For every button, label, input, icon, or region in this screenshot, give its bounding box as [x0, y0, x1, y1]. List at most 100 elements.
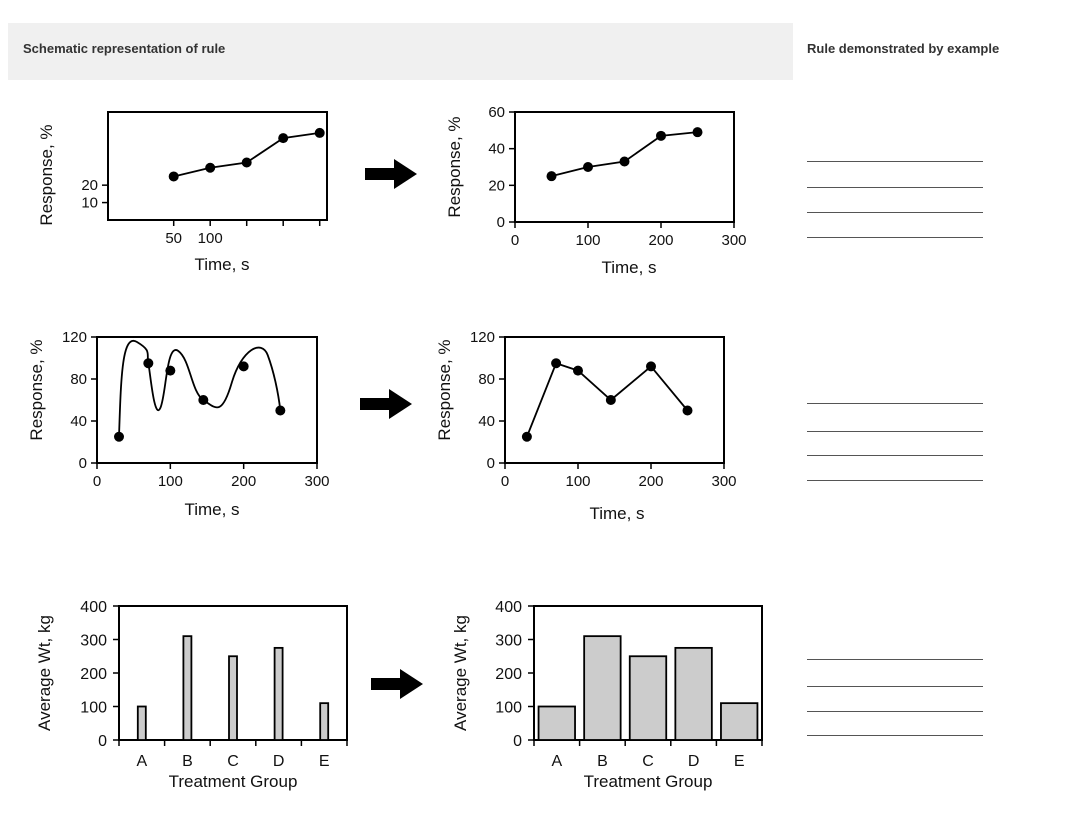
answer-line-1-1[interactable] — [807, 161, 983, 162]
row3-after-y-tick-label: 100 — [495, 700, 522, 717]
row3-after-bar — [583, 635, 622, 741]
row3-after-bar — [628, 655, 668, 741]
row2-before-x-axis-label: Time, s — [184, 500, 239, 519]
row3-before-y-tick-label: 400 — [80, 599, 107, 616]
row3-before-bar — [228, 655, 238, 741]
right-arrow-icon — [371, 669, 423, 699]
row2-before-data-point — [198, 395, 209, 405]
row2-after-data-point — [521, 431, 532, 442]
row3-before-y-tick-label: 0 — [98, 733, 107, 750]
answer-line-2-4[interactable] — [807, 480, 983, 481]
row3-after-y-tick-label: 300 — [495, 633, 522, 650]
row2-after-x-tick-label: 200 — [638, 473, 663, 490]
answer-line-1-3[interactable] — [807, 212, 983, 213]
row3-before-category-label: C — [227, 753, 239, 770]
row2-before-y-axis-label: Response, % — [27, 339, 46, 440]
row3-before-y-tick-label: 200 — [80, 666, 107, 683]
row1-after-x-tick-label: 200 — [648, 232, 673, 249]
row3-after-bar — [674, 646, 713, 741]
row1-before-y-axis-label: Response, % — [37, 124, 56, 225]
row1-before-data-point — [314, 127, 325, 138]
row1-after-y-tick-label: 60 — [488, 104, 505, 121]
row1-before-data-point — [241, 157, 252, 168]
row2-before-data-point — [275, 405, 286, 416]
row2-after-data-point — [551, 358, 562, 369]
row1-after-y-tick-label: 40 — [488, 141, 505, 158]
row2-before-y-tick-label: 80 — [70, 371, 87, 388]
row1-before-series-line — [173, 132, 320, 178]
row1-before-y-tick-label: 10 — [81, 195, 98, 212]
row1-after-x-tick-label: 0 — [511, 232, 519, 249]
row2-before-data-point — [143, 358, 154, 369]
row1-after-x-tick-label: 100 — [575, 232, 600, 249]
row3-before-bar — [136, 705, 147, 741]
row1-after-x-tick-label: 300 — [721, 232, 746, 249]
row3-after-y-tick-label: 400 — [495, 599, 522, 616]
answer-line-2-2[interactable] — [807, 431, 983, 432]
answer-line-3-4[interactable] — [807, 735, 983, 736]
row1-after-series-line — [551, 131, 698, 178]
row2-before-x-tick-label: 300 — [304, 473, 329, 490]
row2-after-x-tick-label: 300 — [711, 473, 736, 490]
answer-line-3-2[interactable] — [807, 686, 983, 687]
row2-before-y-tick-label: 40 — [70, 413, 87, 430]
row1-before-x-axis-label: Time, s — [194, 255, 249, 274]
row2-after-y-tick-label: 80 — [478, 371, 495, 388]
row1-before-data-point — [278, 133, 289, 144]
row1-before-y-tick-label: 20 — [81, 177, 98, 194]
schematic-header: Schematic representation of rule — [8, 23, 793, 80]
example-header-title: Rule demonstrated by example — [807, 41, 1000, 56]
answer-line-1-4[interactable] — [807, 237, 983, 238]
row2-before-y-tick-label: 0 — [79, 455, 87, 472]
row1-after-data-point — [656, 130, 666, 141]
row3-after-bar — [537, 705, 576, 741]
row3-after-category-label: D — [688, 753, 700, 770]
row3-before-bar — [182, 635, 193, 741]
answer-line-2-1[interactable] — [807, 403, 983, 404]
row2-before-data-point — [238, 361, 249, 372]
row2-after-series-line — [526, 362, 689, 438]
row2-after-y-tick-label: 0 — [487, 455, 495, 472]
answer-line-3-1[interactable] — [807, 659, 983, 660]
row2-after-x-tick-label: 0 — [501, 473, 509, 490]
row3-before-x-axis-label: Treatment Group — [169, 772, 298, 791]
row2-before-x-tick-label: 200 — [231, 473, 256, 490]
row2-after-y-axis-label: Response, % — [435, 339, 454, 440]
row2-after-data-point — [682, 405, 693, 416]
row1-before-plot-frame — [107, 111, 328, 221]
row2-before-data-point — [114, 431, 124, 442]
row2-before-data-point — [165, 365, 176, 376]
row1-after-data-point — [619, 156, 630, 167]
row3-before-y-axis-label: Average Wt, kg — [35, 615, 54, 731]
row1-before-x-tick-label: 50 — [165, 230, 182, 247]
row2-before-series-curve — [118, 339, 282, 437]
row3-after-y-tick-label: 0 — [513, 733, 522, 750]
row1-before-data-point — [168, 171, 179, 182]
row1-before-x-tick-label: 100 — [198, 230, 223, 247]
row3-before-bar — [273, 646, 284, 741]
row2-before-y-tick-label: 120 — [62, 329, 87, 346]
row2-before-plot-frame — [96, 336, 318, 464]
row3-after-category-label: B — [597, 753, 608, 770]
row3-after-y-tick-label: 200 — [495, 666, 522, 683]
row3-after-bar — [720, 702, 759, 741]
row2-before-x-tick-label: 0 — [93, 473, 101, 490]
row1-after-x-axis-label: Time, s — [601, 258, 656, 277]
row1-after-y-axis-label: Response, % — [445, 116, 464, 217]
row2-after-data-point — [646, 361, 656, 372]
row1-after-plot-frame — [514, 111, 735, 223]
row1-after-data-point — [583, 162, 593, 172]
row3-before-y-tick-label: 300 — [80, 633, 107, 650]
row3-before-bar — [319, 702, 330, 741]
answer-line-3-3[interactable] — [807, 711, 983, 712]
answer-line-2-3[interactable] — [807, 455, 983, 456]
row3-before-category-label: B — [182, 753, 193, 770]
row3-after-y-axis-label: Average Wt, kg — [451, 615, 470, 731]
row3-after-category-label: C — [642, 753, 654, 770]
row3-before-category-label: A — [136, 753, 147, 770]
row1-after-y-tick-label: 0 — [497, 214, 505, 231]
row3-before-category-label: E — [319, 753, 330, 770]
row1-after-data-point — [546, 171, 557, 182]
answer-line-1-2[interactable] — [807, 187, 983, 188]
